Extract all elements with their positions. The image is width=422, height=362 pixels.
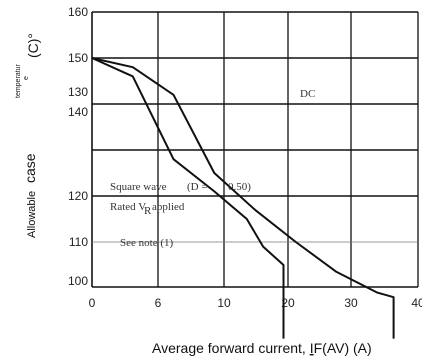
- series-line-dc: [91, 57, 395, 339]
- y-axis-label-case: case: [22, 153, 38, 183]
- y-tick-label: 150: [68, 51, 88, 65]
- annotation-square-wave: Square wave: [110, 181, 167, 193]
- y-axis-label-e: e: [23, 76, 30, 80]
- annotation-square-value: 0.50): [228, 181, 251, 193]
- grid: [91, 11, 419, 288]
- tick-labels: 0 6 10 20 30 40 160 150 130 140 120 110 100: [68, 5, 422, 310]
- y-axis-label-allowable: Allowable: [26, 191, 38, 238]
- y-axis-label-temperature: temperatur: [15, 63, 22, 98]
- series-lines: [91, 57, 395, 339]
- x-tick-label: 6: [155, 296, 162, 310]
- y-tick-label: 130: [68, 85, 88, 99]
- x-axis-label: Average forward current, IF(AV) (A): [152, 340, 372, 356]
- annotation-dc: DC: [300, 88, 315, 100]
- annotation-rated-v: Rated V: [110, 201, 146, 213]
- annotation-rated-sub: R: [144, 205, 152, 217]
- x-tick-label: 30: [344, 296, 358, 310]
- annotation-see-note: See note (1): [120, 237, 173, 249]
- y-tick-label: 120: [68, 189, 88, 203]
- x-tick-label: 10: [217, 296, 231, 310]
- y-tick-label: 100: [68, 274, 88, 288]
- x-tick-label: 20: [281, 296, 295, 310]
- y-tick-label: 140: [68, 105, 88, 119]
- annotation-square-d: (D =: [187, 181, 208, 193]
- y-tick-label: 160: [68, 5, 88, 19]
- y-tick-label: 110: [69, 235, 88, 249]
- annotation-rated-applied: applied: [152, 201, 185, 213]
- x-tick-label: 40: [411, 296, 422, 310]
- x-tick-label: 0: [89, 296, 96, 310]
- y-axis-label-unit: (C)°: [25, 33, 41, 58]
- series-line-square-wave: [91, 57, 285, 339]
